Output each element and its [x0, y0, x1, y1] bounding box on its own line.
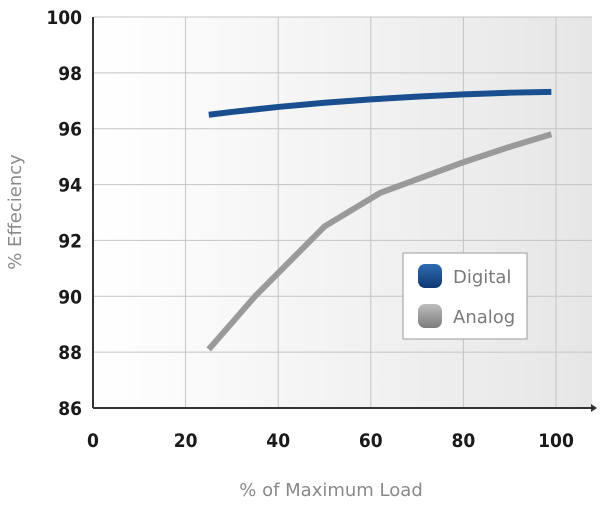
y-axis-tick-labels: 86 88 90 92 94 96 98 100 — [46, 7, 82, 420]
legend-swatch-analog — [418, 304, 442, 328]
x-tick-label: 80 — [452, 430, 476, 452]
y-axis-title: % Effeciency — [5, 154, 26, 270]
y-tick-label: 86 — [58, 398, 82, 420]
x-axis-arrow-icon — [591, 404, 597, 412]
series-line-digital — [208, 88, 552, 118]
x-tick-label: 100 — [538, 430, 574, 452]
x-axis-title: % of Maximum Load — [239, 480, 423, 501]
legend-label-digital: Digital — [453, 267, 511, 288]
x-tick-label: 60 — [359, 430, 383, 452]
y-tick-label: 98 — [58, 63, 82, 85]
y-tick-label: 94 — [58, 175, 82, 197]
x-axis-tick-labels: 0 20 40 60 80 100 — [87, 430, 574, 452]
series-line-analog — [206, 131, 553, 352]
legend-label-analog: Analog — [453, 307, 515, 328]
y-tick-label: 92 — [58, 230, 82, 252]
x-tick-label: 20 — [174, 430, 198, 452]
y-tick-label: 88 — [58, 342, 82, 364]
y-tick-label: 96 — [58, 119, 82, 141]
x-tick-label: 40 — [266, 430, 290, 452]
legend-swatch-digital — [418, 264, 442, 288]
gridlines — [93, 16, 592, 408]
y-tick-label: 100 — [46, 7, 82, 29]
series-lines — [206, 88, 553, 352]
legend: Digital Analog — [402, 252, 528, 340]
axes — [92, 17, 597, 412]
y-tick-label: 90 — [58, 286, 82, 308]
x-tick-label: 0 — [87, 430, 99, 452]
